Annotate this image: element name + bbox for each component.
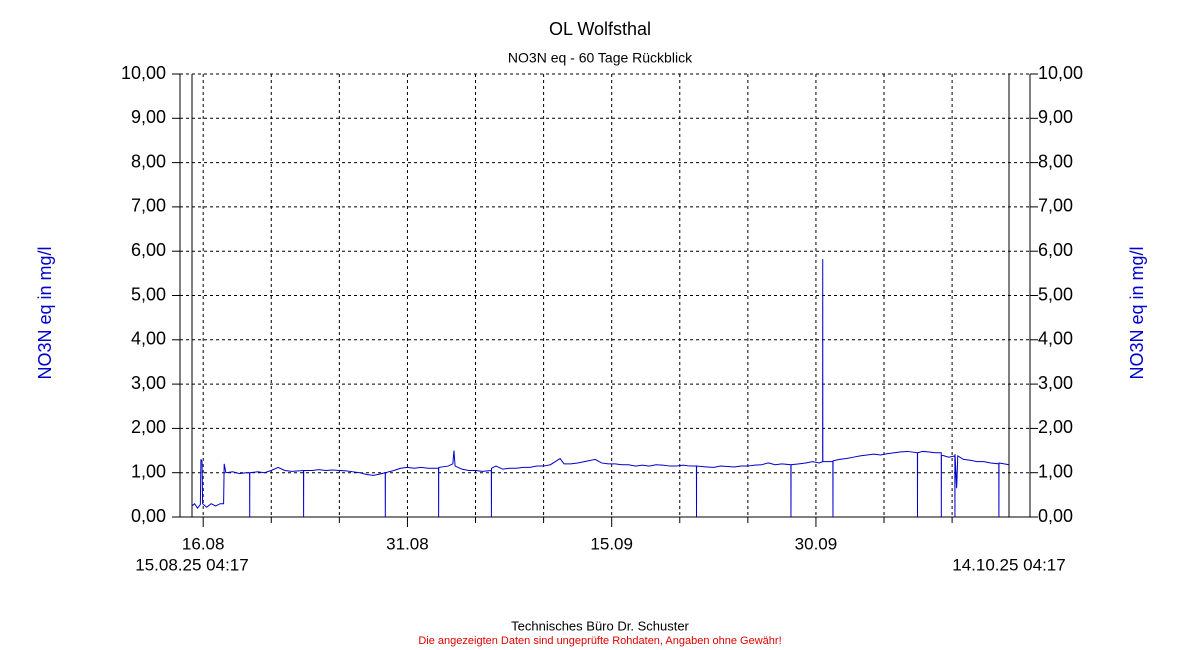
- y2-tick-label: 4,00: [1038, 329, 1073, 349]
- y2-tick-label: 7,00: [1038, 196, 1073, 216]
- y-tick-label: 8,00: [131, 151, 166, 171]
- y-tick-label: 2,00: [131, 417, 166, 437]
- x-tick-label: 30.09: [795, 534, 838, 553]
- y-tick-label: 7,00: [131, 196, 166, 216]
- disclaimer: Die angezeigten Daten sind ungeprüfte Ro…: [418, 635, 781, 647]
- x-tick-label: 31.08: [386, 534, 429, 553]
- y-tick-label: 1,00: [131, 461, 166, 481]
- y-axis-label: NO3N eq in mg/l: [35, 246, 55, 379]
- chart-subtitle: NO3N eq - 60 Tage Rückblick: [508, 50, 693, 66]
- y-tick-label: 5,00: [131, 284, 166, 304]
- y2-axis-label: NO3N eq in mg/l: [1127, 246, 1147, 379]
- x-tick-label: 15.09: [590, 534, 633, 553]
- range-label: 14.10.25 04:17: [952, 555, 1065, 574]
- y2-tick-label: 5,00: [1038, 284, 1073, 304]
- y2-tick-label: 2,00: [1038, 417, 1073, 437]
- range-label: 15.08.25 04:17: [135, 555, 248, 574]
- footer: Technisches Büro Dr. Schuster: [511, 618, 689, 633]
- data-line: [191, 259, 1010, 518]
- y2-tick-label: 8,00: [1038, 151, 1073, 171]
- y2-tick-label: 3,00: [1038, 373, 1073, 393]
- x-tick-label: 16.08: [182, 534, 225, 553]
- y2-tick-label: 1,00: [1038, 461, 1073, 481]
- y2-tick-label: 9,00: [1038, 107, 1073, 127]
- y2-tick-label: 10,00: [1038, 63, 1083, 83]
- chart-title: OL Wolfsthal: [549, 19, 651, 39]
- y-tick-label: 0,00: [131, 506, 166, 526]
- y-tick-label: 10,00: [121, 63, 166, 83]
- y-tick-label: 4,00: [131, 329, 166, 349]
- y2-tick-label: 0,00: [1038, 506, 1073, 526]
- y-tick-label: 9,00: [131, 107, 166, 127]
- y-tick-label: 6,00: [131, 240, 166, 260]
- y-tick-label: 3,00: [131, 373, 166, 393]
- y2-tick-label: 6,00: [1038, 240, 1073, 260]
